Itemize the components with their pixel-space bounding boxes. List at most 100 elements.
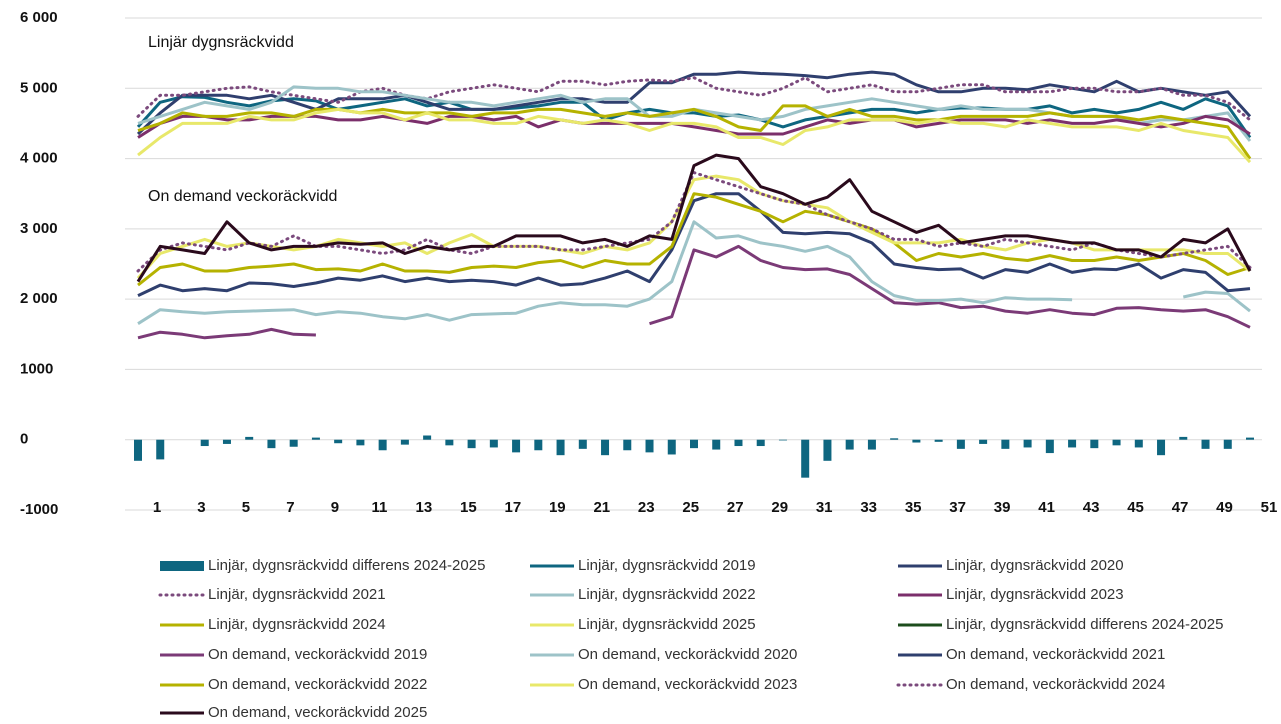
x-tick-label: 7: [286, 499, 294, 516]
legend-label: Linjär, dygnsräckvidd 2024: [208, 616, 386, 633]
bar: [934, 439, 943, 442]
line: [137, 220, 1251, 325]
bar: [267, 439, 276, 449]
bar: [890, 438, 899, 440]
y-tick-label: 0: [20, 431, 28, 448]
x-tick-label: 39: [994, 499, 1011, 516]
bar: [512, 439, 521, 453]
bar: [1179, 436, 1188, 440]
bar: [601, 439, 610, 456]
x-tick-label: 13: [416, 499, 433, 516]
x-tick-label: 29: [771, 499, 788, 516]
bar: [1246, 437, 1254, 440]
line: [136, 70, 1252, 136]
y-tick-label: 5 000: [20, 79, 58, 96]
x-tick-label: 45: [1127, 499, 1144, 516]
line: [137, 107, 1252, 164]
legend-label: Linjär, dygnsräckvidd 2021: [208, 586, 386, 603]
y-tick-label: -1000: [20, 501, 58, 518]
line: [136, 76, 1252, 122]
bar: [845, 439, 854, 450]
bar: [1223, 439, 1232, 449]
bar: [245, 436, 254, 440]
y-tick-label: 3 000: [20, 220, 58, 237]
legend-label: Linjär, dygnsräckvidd 2023: [946, 586, 1124, 603]
bar: [756, 439, 765, 447]
legend-label: On demand, veckoräckvidd 2023: [578, 676, 797, 693]
bar: [1090, 439, 1099, 449]
bar: [222, 439, 231, 444]
bar: [912, 439, 921, 443]
x-tick-label: 41: [1038, 499, 1055, 516]
bar: [1157, 439, 1166, 456]
bar: [734, 439, 743, 447]
bar: [378, 439, 387, 451]
x-tick-label: 9: [331, 499, 339, 516]
x-tick-label: 21: [593, 499, 610, 516]
bar: [334, 439, 343, 444]
bar: [867, 439, 876, 450]
bar: [956, 439, 965, 449]
annotation: On demand veckoräckvidd: [148, 188, 337, 205]
bar: [712, 439, 721, 450]
bar: [1023, 439, 1032, 448]
bar: [979, 439, 988, 444]
bar: [289, 439, 298, 447]
legend-label: On demand, veckoräckvidd 2025: [208, 704, 427, 721]
bar: [667, 439, 676, 455]
bar: [690, 439, 698, 449]
bar: [1112, 439, 1121, 446]
annotation: Linjär dygnsräckvidd: [148, 34, 294, 51]
bar: [1134, 439, 1143, 448]
x-tick-label: 19: [549, 499, 566, 516]
bar: [134, 439, 142, 461]
bar: [311, 437, 320, 440]
line: [137, 192, 1251, 297]
x-tick-label: 37: [949, 499, 966, 516]
bar: [778, 439, 787, 441]
line: [137, 244, 1251, 340]
bar: [1068, 439, 1077, 448]
bar: [156, 439, 165, 460]
bar: [823, 439, 832, 461]
bar: [578, 439, 587, 449]
bar: [1001, 439, 1010, 449]
bar: [556, 439, 565, 456]
x-tick-label: 17: [504, 499, 521, 516]
x-tick-label: 31: [816, 499, 833, 516]
bar: [801, 439, 810, 478]
legend-label: On demand, veckoräckvidd 2021: [946, 646, 1165, 663]
x-tick-label: 11: [371, 499, 387, 516]
line: [137, 192, 1251, 287]
bar: [356, 439, 365, 446]
legend-swatch: [160, 561, 204, 571]
line: [136, 171, 1252, 273]
x-tick-label: 33: [860, 499, 877, 516]
legend-label: Linjär, dygnsräckvidd 2019: [578, 557, 756, 574]
y-tick-label: 4 000: [20, 150, 58, 167]
line: [137, 104, 1252, 160]
x-tick-label: 5: [242, 499, 250, 516]
x-tick-label: 27: [727, 499, 744, 516]
legend-label: On demand, veckoräckvidd 2024: [946, 676, 1165, 693]
bar: [200, 439, 209, 447]
legend-label: On demand, veckoräckvidd 2020: [578, 646, 797, 663]
bar: [489, 439, 498, 448]
x-tick-label: 3: [197, 499, 205, 516]
bar: [1045, 439, 1054, 454]
legend-label: Linjär, dygnsräckvidd differens 2024-202…: [946, 616, 1223, 633]
legend-label: Linjär, dygnsräckvidd 2025: [578, 616, 756, 633]
legend-label: On demand, veckoräckvidd 2019: [208, 646, 427, 663]
x-tick-label: 15: [460, 499, 477, 516]
bar: [467, 439, 476, 449]
y-tick-label: 6 000: [20, 9, 58, 26]
line: [136, 153, 1252, 283]
bar: [534, 439, 543, 451]
legend-label: Linjär, dygnsräckvidd 2022: [578, 586, 756, 603]
x-tick-label: 25: [682, 499, 699, 516]
bar: [445, 439, 454, 446]
x-tick-label: 23: [638, 499, 655, 516]
legend-label: Linjär, dygnsräckvidd differens 2024-202…: [208, 557, 485, 574]
legend-label: Linjär, dygnsräckvidd 2020: [946, 557, 1124, 574]
x-tick-label: 43: [1083, 499, 1100, 516]
